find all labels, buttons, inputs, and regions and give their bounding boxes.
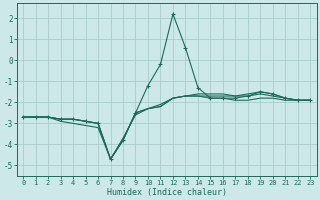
X-axis label: Humidex (Indice chaleur): Humidex (Indice chaleur) — [107, 188, 227, 197]
